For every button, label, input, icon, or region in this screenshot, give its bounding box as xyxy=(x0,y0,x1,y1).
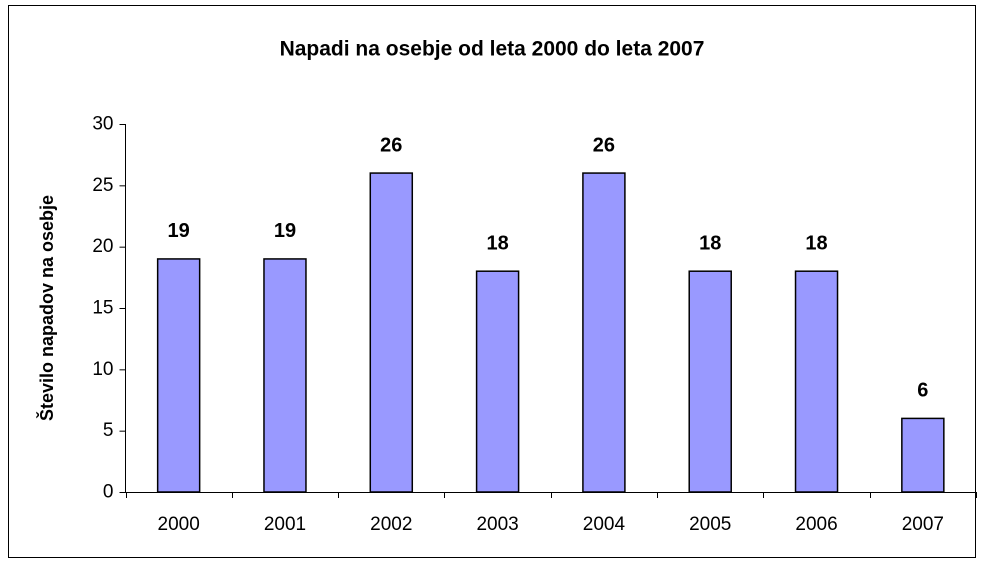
y-tick-label: 5 xyxy=(103,420,114,441)
chart-title: Napadi na osebje od leta 2000 do leta 20… xyxy=(280,38,705,61)
data-label: 19 xyxy=(274,220,296,242)
data-label: 26 xyxy=(593,134,615,156)
x-tick-label: 2002 xyxy=(370,514,412,535)
y-axis-label: Število napadov na osebje xyxy=(36,195,57,421)
y-tick-label: 30 xyxy=(92,114,113,135)
bar xyxy=(688,270,732,493)
bar xyxy=(582,172,626,493)
data-label: 6 xyxy=(917,380,928,402)
bar xyxy=(369,172,414,493)
x-tick-label: 2000 xyxy=(158,514,200,535)
data-label: 18 xyxy=(699,232,721,254)
x-tick-label: 2006 xyxy=(795,514,837,535)
data-label: 26 xyxy=(380,134,402,156)
bar xyxy=(794,270,839,493)
bar xyxy=(475,270,520,493)
x-tick-label: 2003 xyxy=(476,514,518,535)
data-label: 18 xyxy=(805,232,827,254)
y-tick-label: 20 xyxy=(92,236,113,257)
data-label: 18 xyxy=(486,232,508,254)
bar xyxy=(901,417,945,493)
x-tick-label: 2001 xyxy=(264,514,306,535)
x-tick-label: 2007 xyxy=(902,514,944,535)
y-tick-label: 25 xyxy=(92,175,113,196)
bar xyxy=(156,258,201,493)
y-tick-label: 15 xyxy=(92,298,113,319)
x-tick-label: 2004 xyxy=(583,514,626,535)
data-label: 19 xyxy=(168,220,190,242)
y-tick-label: 10 xyxy=(92,359,113,380)
x-tick-label: 2005 xyxy=(689,514,731,535)
y-tick-label: 0 xyxy=(103,482,114,503)
bar xyxy=(263,258,307,493)
